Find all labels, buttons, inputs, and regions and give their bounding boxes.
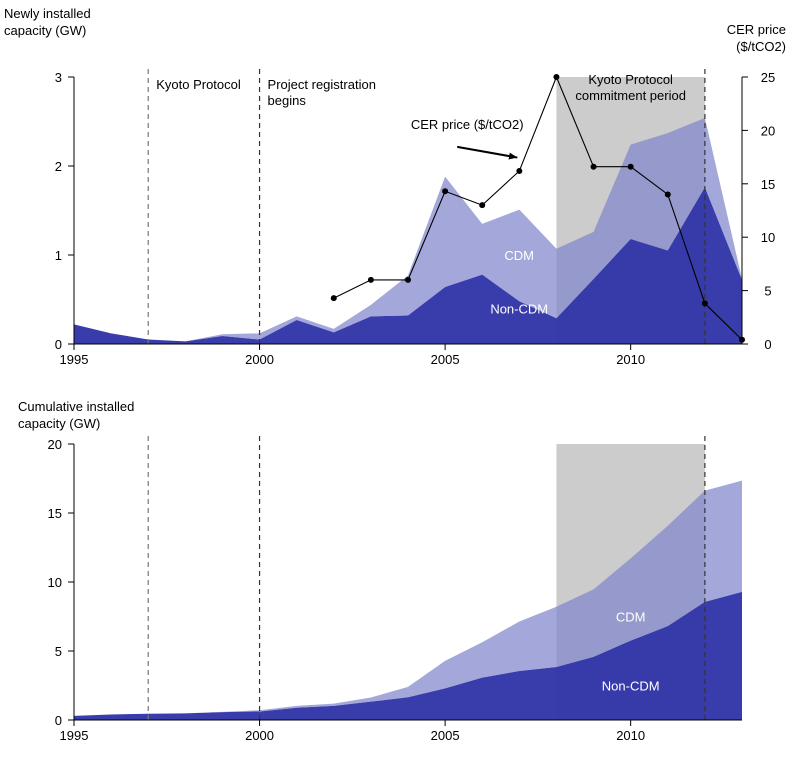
panel2-x-tick-label-2005: 2005 <box>431 728 460 743</box>
panel1-cer-price-point-2007 <box>516 167 523 174</box>
panel2-y-axis-title-line-1: Cumulative installed <box>18 399 134 414</box>
panel2-area-cdm <box>74 480 742 716</box>
panel1-y-tick-label-3: 3 <box>55 70 62 85</box>
panel1-area-cdm <box>74 117 742 342</box>
panel2-x-tick-label-2000: 2000 <box>245 728 274 743</box>
panel1-vline-label-1997-line-1: Kyoto Protocol <box>156 77 241 92</box>
panel2-annotation-cdm: CDM <box>616 610 646 625</box>
panel1-y-axis-title-line-2: capacity (GW) <box>4 23 86 38</box>
panel2-area-non-cdm <box>74 591 742 720</box>
panel1-cer-price-point-2004 <box>405 276 411 283</box>
panel2-y-tick-label-20: 20 <box>48 437 62 452</box>
panel1-x-tick-label-1995: 1995 <box>60 352 89 367</box>
panel2-y-tick-label-10: 10 <box>48 575 62 590</box>
panel1-x-tick-label-2005: 2005 <box>431 352 460 367</box>
panel1-commitment-period-label-line-2: commitment period <box>575 88 686 103</box>
panel1-cer-price-point-2006 <box>479 202 486 209</box>
panel1-y2-tick-label-25: 25 <box>761 70 775 85</box>
panel1-vline-label-2000-line-2: begins <box>268 93 307 108</box>
panel1-y-tick-label-2: 2 <box>55 159 62 174</box>
panel1-y2-tick-label-15: 15 <box>761 177 775 192</box>
panel1-annotation-cdm: CDM <box>504 248 534 263</box>
panel1-y-tick-label-1: 1 <box>55 248 62 263</box>
panel2-annotation-non-cdm: Non-CDM <box>602 679 660 694</box>
panel1-annotation-non-cdm: Non-CDM <box>490 301 548 316</box>
panel1-y2-tick-label-5: 5 <box>764 284 771 299</box>
panel2-x-tick-label-1995: 1995 <box>60 728 89 743</box>
panel1-cer-price-point-2011 <box>664 191 671 198</box>
panel1-cer-price-point-2008 <box>553 74 560 80</box>
panel2-y-tick-label-5: 5 <box>55 644 62 659</box>
panel1-y2-axis-title-line-1: CER price <box>727 22 786 37</box>
panel1-cer-price-point-2012 <box>701 300 708 307</box>
panel2-y-axis-title-line-2: capacity (GW) <box>18 416 100 431</box>
panel1-y2-tick-label-0: 0 <box>764 337 771 352</box>
panel1-cer-price-point-2002 <box>330 295 337 302</box>
panel1-cer-price-point-2003 <box>367 276 374 283</box>
panel1-area-non-cdm <box>74 187 742 344</box>
panel1-annotation-cer-price-tco2: CER price ($/tCO2) <box>411 117 524 132</box>
panel1-y-axis-title-line-1: Newly installed <box>4 6 91 21</box>
panel1-y2-tick-label-10: 10 <box>761 230 775 245</box>
panel1-x-tick-label-2010: 2010 <box>616 352 645 367</box>
panel2-x-tick-label-2010: 2010 <box>616 728 645 743</box>
panel1-commitment-period-label-line-1: Kyoto Protocol <box>588 72 673 87</box>
panel2-y-tick-label-15: 15 <box>48 506 62 521</box>
panel1-vline-label-2000-line-1: Project registration <box>268 77 376 92</box>
panel1-cer-price-point-2009 <box>590 163 597 170</box>
panel1-annotation-arrow-head <box>508 152 518 160</box>
panel1-cer-price-point-2010 <box>627 163 634 170</box>
panel1-cer-price-point-2005 <box>442 188 449 195</box>
panel1-x-tick-label-2000: 2000 <box>245 352 274 367</box>
panel1-cer-price-line <box>333 75 743 341</box>
panel1-annotation-arrow-shaft <box>457 145 518 159</box>
panel1-y2-axis-title-line-2: ($/tCO2) <box>736 39 786 54</box>
panel2-y-tick-label-0: 0 <box>55 713 62 728</box>
panel1-cer-price-point-2013 <box>739 336 745 343</box>
panel1-y2-tick-label-20: 20 <box>761 123 775 138</box>
panel1-y-tick-label-0: 0 <box>55 337 62 352</box>
